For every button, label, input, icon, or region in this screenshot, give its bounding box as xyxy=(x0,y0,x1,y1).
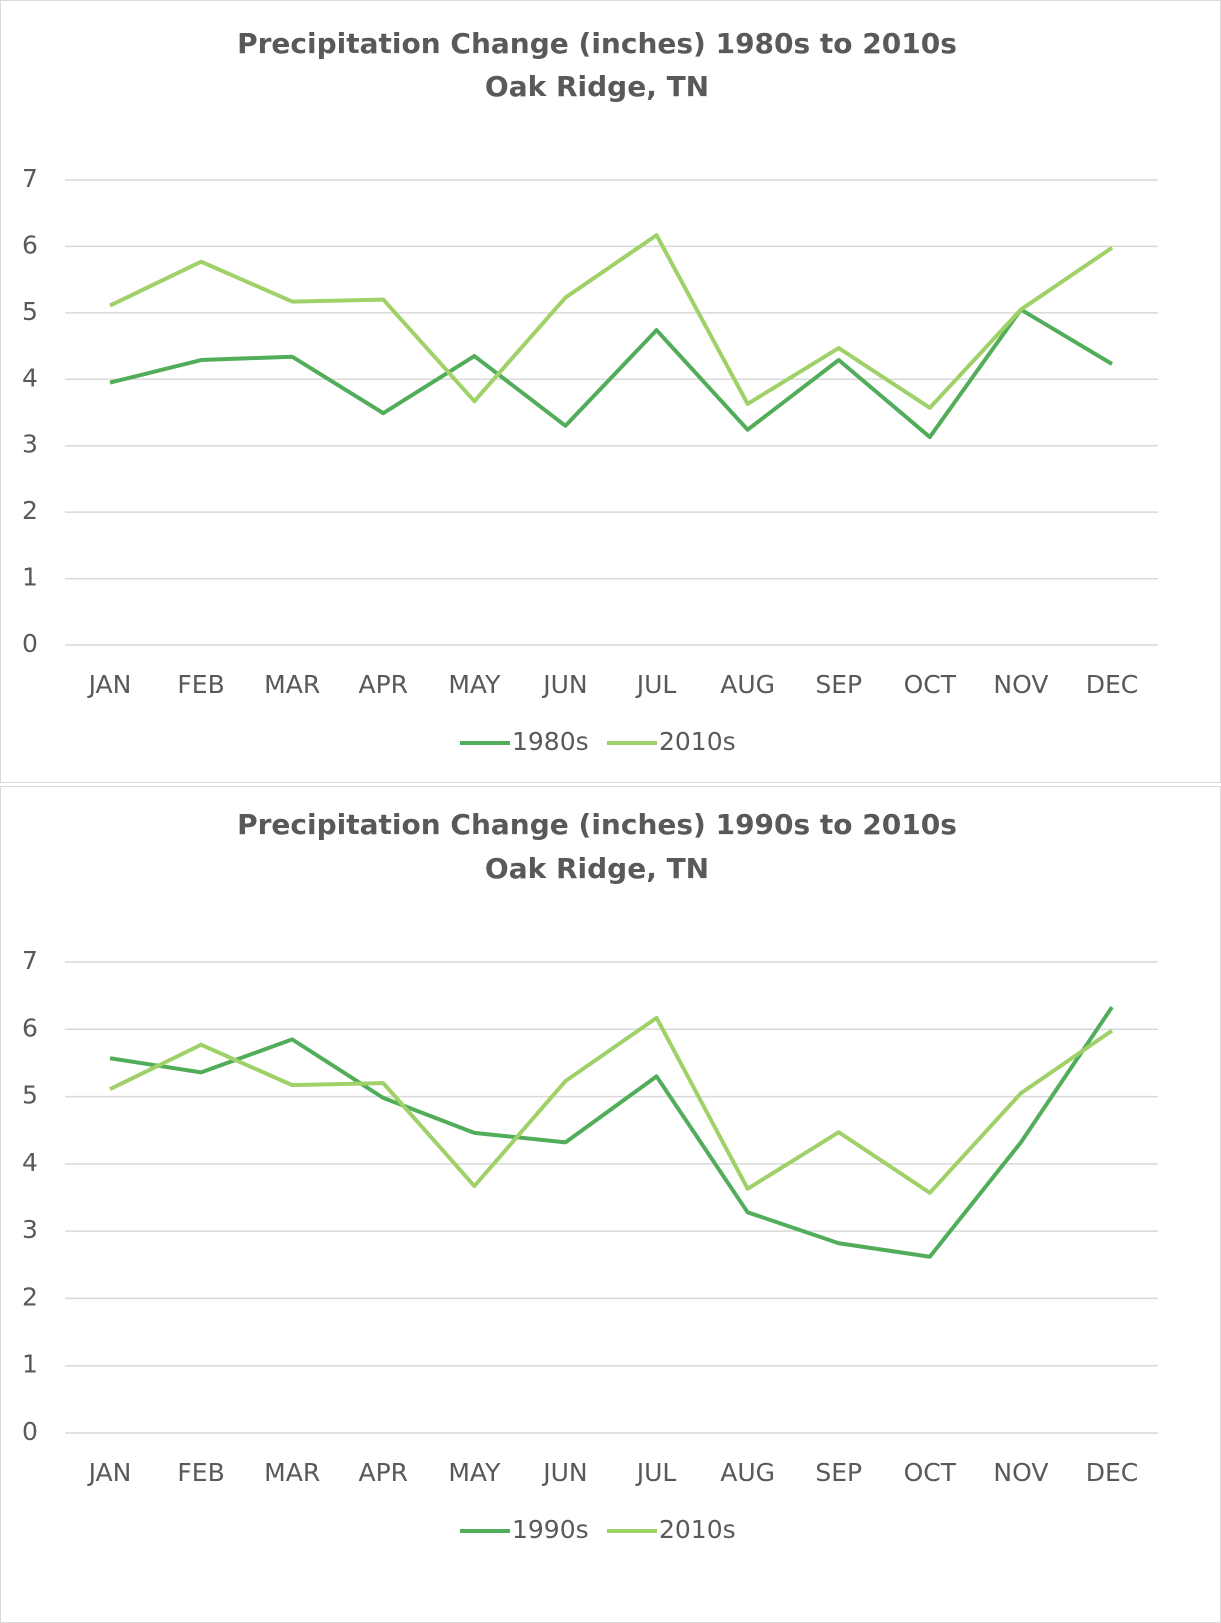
line-series xyxy=(109,1005,1114,1259)
y-tick-label: 4 xyxy=(22,1148,38,1177)
y-tick-label: 2 xyxy=(22,1282,38,1311)
x-tick-label: OCT xyxy=(904,670,957,699)
y-tick-label: 7 xyxy=(22,164,38,193)
x-tick-label: JUN xyxy=(541,1458,587,1487)
chart-title: Precipitation Change (inches) 1990s to 2… xyxy=(237,808,957,841)
legend-label: 1990s xyxy=(512,1515,589,1544)
legend-label: 2010s xyxy=(659,727,736,756)
x-tick-label: NOV xyxy=(993,1458,1048,1487)
y-tick-label: 3 xyxy=(22,430,38,459)
x-tick-label: NOV xyxy=(993,670,1048,699)
x-tick-label: APR xyxy=(358,670,408,699)
x-tick-label: MAY xyxy=(448,1458,501,1487)
line-series xyxy=(109,307,1114,440)
x-tick-label: MAY xyxy=(448,670,501,699)
chart-subtitle: Oak Ridge, TN xyxy=(485,852,709,885)
line-series xyxy=(109,1015,1114,1195)
y-tick-label: 6 xyxy=(22,230,38,259)
y-tick-label: 1 xyxy=(22,1350,38,1379)
chart-subtitle: Oak Ridge, TN xyxy=(485,70,709,103)
x-tick-label: JUN xyxy=(541,670,587,699)
x-tick-label: DEC xyxy=(1086,1458,1139,1487)
legend-label: 2010s xyxy=(659,1515,736,1544)
legend-label: 1980s xyxy=(512,727,589,756)
x-tick-label: FEB xyxy=(177,1458,224,1487)
line-series xyxy=(109,233,1114,410)
y-tick-label: 2 xyxy=(22,496,38,525)
x-tick-label: APR xyxy=(358,1458,408,1487)
y-tick-label: 1 xyxy=(22,563,38,592)
x-tick-label: JAN xyxy=(87,670,132,699)
x-tick-label: DEC xyxy=(1086,670,1139,699)
x-tick-label: SEP xyxy=(815,1458,862,1487)
y-tick-label: 0 xyxy=(22,629,38,658)
x-tick-label: JUL xyxy=(635,1458,677,1487)
x-tick-label: MAR xyxy=(264,1458,320,1487)
y-tick-label: 6 xyxy=(22,1013,38,1042)
y-tick-label: 5 xyxy=(22,1081,38,1110)
x-tick-label: JAN xyxy=(87,1458,132,1487)
x-tick-label: OCT xyxy=(904,1458,957,1487)
x-tick-label: FEB xyxy=(177,670,224,699)
chart-title: Precipitation Change (inches) 1980s to 2… xyxy=(237,27,957,60)
x-tick-label: JUL xyxy=(635,670,677,699)
y-tick-label: 3 xyxy=(22,1215,38,1244)
y-tick-label: 4 xyxy=(22,363,38,392)
chart-frame xyxy=(0,786,1221,1623)
x-tick-label: AUG xyxy=(720,1458,775,1487)
y-tick-label: 5 xyxy=(22,297,38,326)
x-tick-label: SEP xyxy=(815,670,862,699)
x-tick-label: AUG xyxy=(720,670,775,699)
y-tick-label: 0 xyxy=(22,1417,38,1446)
chart-frame xyxy=(0,0,1221,783)
x-tick-label: MAR xyxy=(264,670,320,699)
y-tick-label: 7 xyxy=(22,946,38,975)
